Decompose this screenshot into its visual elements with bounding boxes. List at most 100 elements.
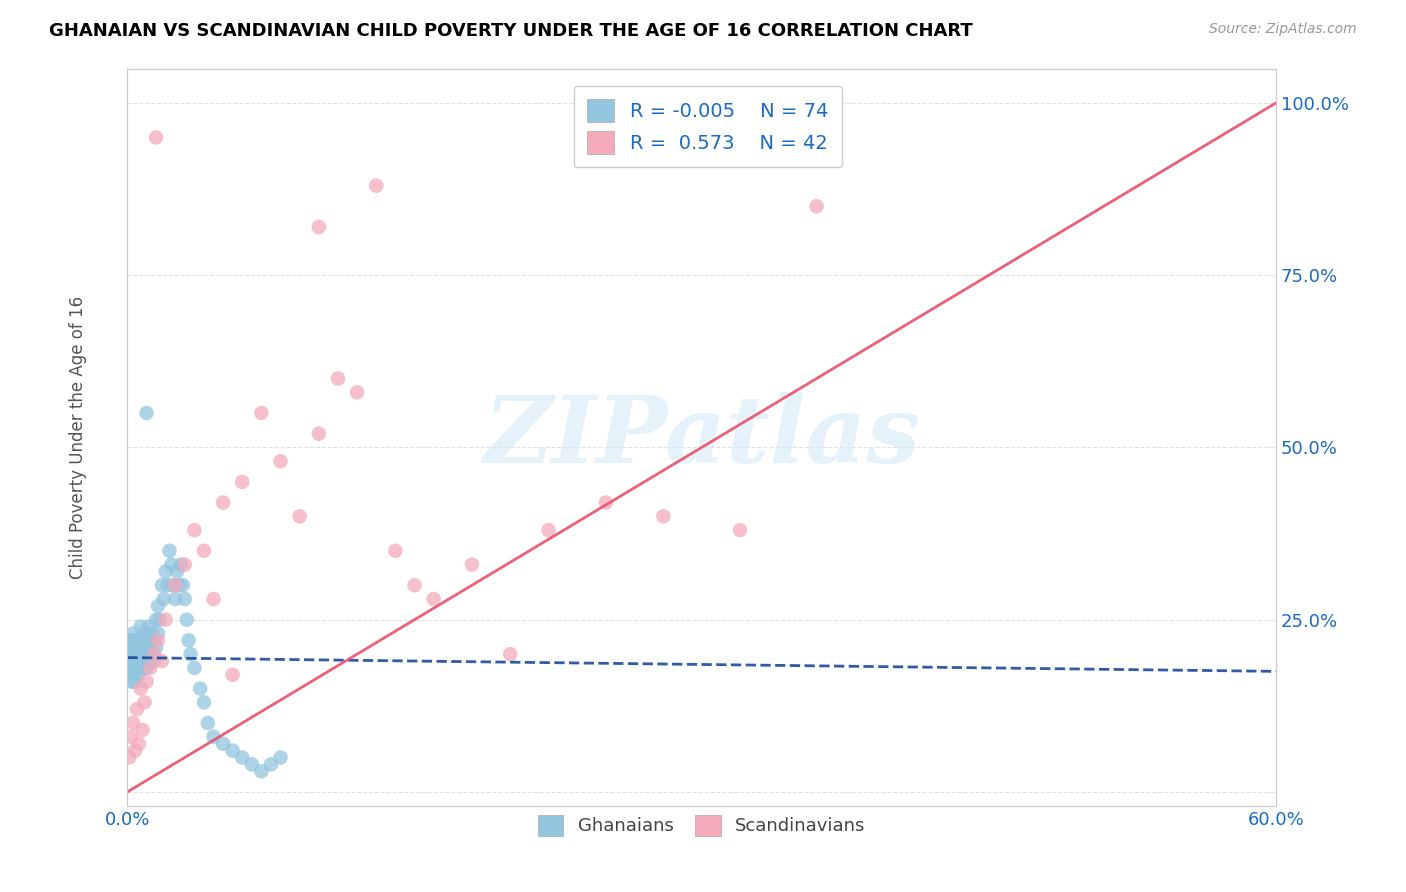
Point — [145, 640, 167, 655]
Point — [125, 702, 148, 716]
Point — [166, 565, 188, 579]
Point — [346, 385, 368, 400]
Point — [143, 633, 166, 648]
Point — [149, 613, 172, 627]
Point — [152, 592, 174, 607]
Legend: Ghanaians, Scandinavians: Ghanaians, Scandinavians — [529, 805, 875, 845]
Point — [270, 454, 292, 468]
Point — [176, 613, 198, 627]
Point — [125, 661, 148, 675]
Point — [160, 558, 183, 572]
Point — [806, 199, 828, 213]
Point — [122, 626, 145, 640]
Point — [326, 371, 349, 385]
Point — [173, 592, 195, 607]
Point — [159, 543, 181, 558]
Text: GHANAIAN VS SCANDINAVIAN CHILD POVERTY UNDER THE AGE OF 16 CORRELATION CHART: GHANAIAN VS SCANDINAVIAN CHILD POVERTY U… — [49, 22, 973, 40]
Point — [165, 578, 187, 592]
Point — [170, 558, 193, 572]
Point — [134, 626, 156, 640]
Point — [422, 592, 444, 607]
Point — [131, 661, 153, 675]
Point — [183, 523, 205, 537]
Point — [240, 757, 263, 772]
Point — [134, 640, 156, 655]
Point — [138, 619, 160, 633]
Point — [124, 674, 146, 689]
Point — [120, 640, 142, 655]
Point — [118, 661, 141, 675]
Point — [212, 737, 235, 751]
Point — [202, 592, 225, 607]
Point — [122, 716, 145, 731]
Point — [125, 647, 148, 661]
Text: ZIPatlas: ZIPatlas — [484, 392, 920, 482]
Point — [128, 640, 150, 655]
Point — [177, 633, 200, 648]
Point — [165, 592, 187, 607]
Point — [122, 668, 145, 682]
Point — [202, 730, 225, 744]
Point — [308, 219, 330, 234]
Point — [260, 757, 283, 772]
Point — [145, 130, 167, 145]
Point — [308, 426, 330, 441]
Point — [384, 543, 406, 558]
Point — [139, 661, 162, 675]
Point — [118, 668, 141, 682]
Point — [231, 750, 253, 764]
Point — [125, 633, 148, 648]
Point — [404, 578, 426, 592]
Point — [128, 737, 150, 751]
Point — [231, 475, 253, 489]
Point — [146, 626, 169, 640]
Point — [180, 647, 202, 661]
Point — [143, 647, 166, 661]
Point — [167, 578, 190, 592]
Point — [139, 633, 162, 648]
Point — [128, 654, 150, 668]
Point — [131, 633, 153, 648]
Point — [270, 750, 292, 764]
Point — [118, 647, 141, 661]
Point — [150, 654, 173, 668]
Point — [129, 619, 152, 633]
Point — [193, 543, 215, 558]
Point — [172, 578, 194, 592]
Point — [120, 674, 142, 689]
Point — [499, 647, 522, 661]
Point — [183, 661, 205, 675]
Point — [129, 633, 152, 648]
Point — [595, 495, 617, 509]
Point — [250, 764, 273, 779]
Point — [162, 578, 184, 592]
Y-axis label: Child Poverty Under the Age of 16: Child Poverty Under the Age of 16 — [69, 295, 87, 579]
Point — [537, 523, 560, 537]
Point — [129, 654, 152, 668]
Point — [128, 668, 150, 682]
Point — [135, 406, 157, 420]
Point — [124, 633, 146, 648]
Point — [173, 558, 195, 572]
Point — [120, 730, 142, 744]
Point — [141, 647, 163, 661]
Point — [135, 633, 157, 648]
Point — [120, 633, 142, 648]
Point — [135, 647, 157, 661]
Point — [118, 750, 141, 764]
Point — [120, 654, 142, 668]
Point — [366, 178, 388, 193]
Point — [146, 599, 169, 613]
Point — [212, 495, 235, 509]
Point — [135, 661, 157, 675]
Point — [124, 654, 146, 668]
Point — [652, 509, 675, 524]
Point — [138, 647, 160, 661]
Point — [250, 406, 273, 420]
Point — [188, 681, 211, 696]
Point — [122, 661, 145, 675]
Point — [461, 558, 484, 572]
Point — [124, 743, 146, 757]
Point — [193, 695, 215, 709]
Point — [288, 509, 311, 524]
